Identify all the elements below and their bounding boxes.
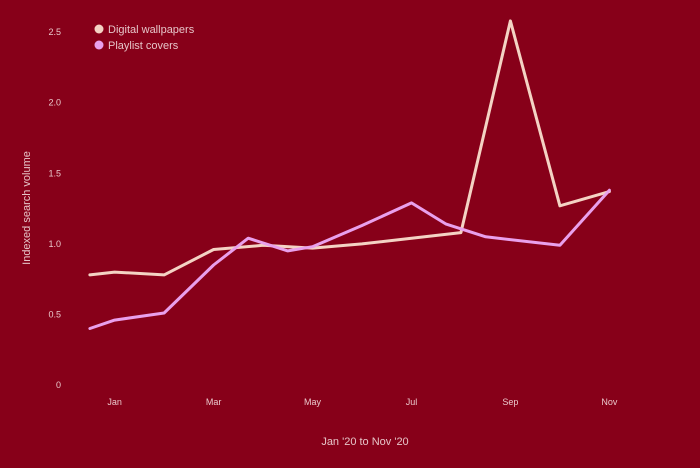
series-line-playlist-covers: [88, 188, 611, 330]
y-tick-label: 2.5: [48, 27, 61, 37]
x-tick-label: Mar: [206, 397, 222, 407]
y-tick-label: 1.5: [48, 168, 61, 178]
legend: Digital wallpapers Playlist covers: [94, 24, 195, 52]
x-tick-label: Sep: [502, 397, 518, 407]
y-tick-label: 0.5: [48, 309, 61, 319]
legend-label: Digital wallpapers: [108, 24, 195, 36]
legend-label: Playlist covers: [108, 40, 179, 52]
x-tick-label: Jul: [406, 397, 418, 407]
series-lines: [88, 19, 611, 330]
x-axis-ticks: Jan Mar May Jul Sep Nov: [107, 397, 617, 407]
y-axis-label: Indexed search volume: [21, 151, 33, 265]
y-tick-label: 1.0: [48, 239, 61, 249]
legend-marker-icon: [94, 40, 104, 50]
x-tick-label: Nov: [601, 397, 618, 407]
x-axis-label: Jan '20 to Nov '20: [321, 436, 408, 448]
legend-marker-icon: [94, 24, 104, 34]
y-tick-label: 2.0: [48, 98, 61, 108]
y-tick-label: 0: [56, 380, 61, 390]
x-tick-label: May: [304, 397, 322, 407]
y-axis-ticks: 0 0.5 1.0 1.5 2.0 2.5: [48, 27, 61, 390]
x-tick-label: Jan: [107, 397, 122, 407]
series-line-digital-wallpapers: [88, 19, 611, 277]
